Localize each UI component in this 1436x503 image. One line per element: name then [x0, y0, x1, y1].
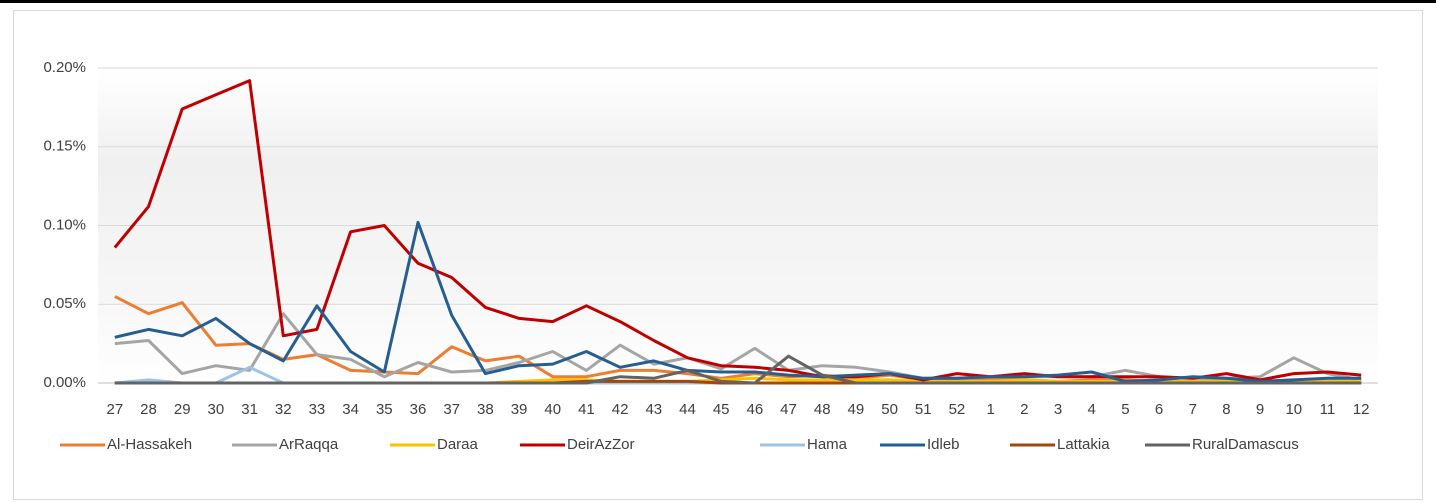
series-line — [114, 354, 1362, 385]
x-tick-label: 27 — [106, 401, 123, 418]
x-tick-label: 33 — [309, 401, 326, 418]
x-tick-label: 11 — [1320, 401, 1336, 418]
x-tick-label: 37 — [443, 401, 460, 418]
x-tick-label: 48 — [814, 401, 831, 418]
legend-label: RuralDamascus — [1192, 436, 1299, 453]
x-tick-label: 8 — [1222, 401, 1230, 418]
x-tick-label: 44 — [679, 401, 696, 418]
y-tick-label: 0.10% — [43, 216, 86, 233]
series-line — [114, 220, 1362, 383]
x-tick-label: 3 — [1054, 401, 1062, 418]
x-tick-label: 35 — [376, 401, 393, 418]
x-tick-label: 51 — [915, 401, 932, 418]
legend-label: Al-Hassakeh — [107, 436, 192, 453]
x-tick-label: 31 — [241, 401, 258, 418]
legend-label: ArRaqqa — [279, 436, 339, 453]
legend-label: Daraa — [437, 436, 479, 453]
x-tick-label: 5 — [1121, 401, 1129, 418]
legend-label: Hama — [807, 436, 848, 453]
x-tick-label: 1 — [986, 401, 994, 418]
legend-label: Idleb — [927, 436, 960, 453]
x-tick-label: 34 — [342, 401, 359, 418]
x-tick-label: 43 — [645, 401, 662, 418]
y-tick-label: 0.05% — [43, 295, 86, 312]
x-tick-label: 49 — [848, 401, 865, 418]
x-tick-label: 40 — [544, 401, 561, 418]
x-tick-label: 9 — [1256, 401, 1264, 418]
x-tick-label: 36 — [410, 401, 427, 418]
x-tick-label: 46 — [746, 401, 763, 418]
x-tick-label: 42 — [612, 401, 629, 418]
x-tick-label: 52 — [949, 401, 966, 418]
legend-label: Lattakia — [1057, 436, 1110, 453]
x-tick-label: 4 — [1088, 401, 1096, 418]
y-tick-label: 0.15% — [43, 138, 86, 155]
x-tick-label: 50 — [881, 401, 898, 418]
y-tick-label: 0.00% — [43, 374, 86, 391]
y-tick-label: 0.20% — [43, 59, 86, 76]
x-tick-label: 47 — [780, 401, 797, 418]
x-tick-label: 7 — [1189, 401, 1197, 418]
x-tick-label: 38 — [477, 401, 494, 418]
x-tick-label: 6 — [1155, 401, 1163, 418]
x-tick-label: 28 — [140, 401, 157, 418]
x-tick-label: 29 — [174, 401, 191, 418]
x-tick-label: 45 — [713, 401, 730, 418]
top-rule — [0, 0, 1436, 3]
legend-label: DeirAzZor — [567, 436, 635, 453]
x-tick-label: 2 — [1020, 401, 1028, 418]
x-tick-label: 30 — [208, 401, 225, 418]
x-tick-label: 10 — [1285, 401, 1302, 418]
x-tick-label: 41 — [578, 401, 595, 418]
x-tick-label: 12 — [1353, 401, 1370, 418]
x-tick-label: 32 — [275, 401, 292, 418]
x-tick-label: 39 — [511, 401, 528, 418]
